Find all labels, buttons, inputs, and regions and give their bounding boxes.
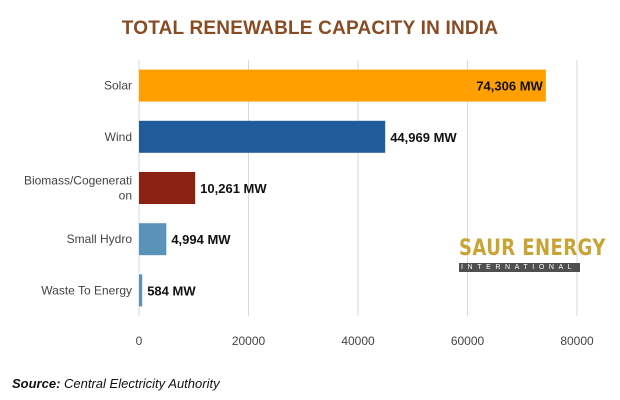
bar-4 xyxy=(139,274,143,307)
category-label-2-1: on xyxy=(119,189,132,203)
logo-main-text: SAUR ENERGY xyxy=(459,236,606,261)
data-label-1: 44,969 MW xyxy=(390,130,457,145)
data-label-0: 74,306 MW xyxy=(476,79,543,94)
tick-labels: 0 20000 40000 60000 80000 xyxy=(136,334,594,348)
x-tick-label-3: 60000 xyxy=(451,334,485,348)
x-tick-label-4: 80000 xyxy=(560,334,594,348)
saur-energy-logo: SAUR ENERGY INTERNATIONAL xyxy=(459,236,606,272)
bar-3 xyxy=(139,223,167,256)
x-tick-label-0: 0 xyxy=(136,334,143,348)
category-label-2-0: Biomass/Cogenerati xyxy=(24,174,132,188)
data-labels: 74,306 MW 44,969 MW 10,261 MW 4,994 MW 584 M… xyxy=(147,79,543,299)
source-label: Source: xyxy=(12,376,61,391)
data-label-4: 584 MW xyxy=(147,283,196,298)
category-label-3: Small Hydro xyxy=(67,232,133,246)
category-label-4: Waste To Energy xyxy=(41,283,132,297)
x-tick-label-2: 40000 xyxy=(341,334,375,348)
source-note: Source: Central Electricity Authority xyxy=(12,376,220,391)
category-label-0: Solar xyxy=(104,79,132,93)
bar-1 xyxy=(139,120,386,153)
data-label-2: 10,261 MW xyxy=(200,181,267,196)
x-tick-label-1: 20000 xyxy=(232,334,266,348)
source-text: Central Electricity Authority xyxy=(60,376,220,391)
category-label-1: Wind xyxy=(105,130,132,144)
chart-title: TOTAL RENEWABLE CAPACITY IN INDIA xyxy=(121,18,499,39)
bar-2 xyxy=(139,172,196,204)
bar-0 xyxy=(139,69,546,102)
data-label-3: 4,994 MW xyxy=(171,232,231,247)
bars xyxy=(139,69,546,307)
logo-sub-text: INTERNATIONAL xyxy=(459,263,580,272)
